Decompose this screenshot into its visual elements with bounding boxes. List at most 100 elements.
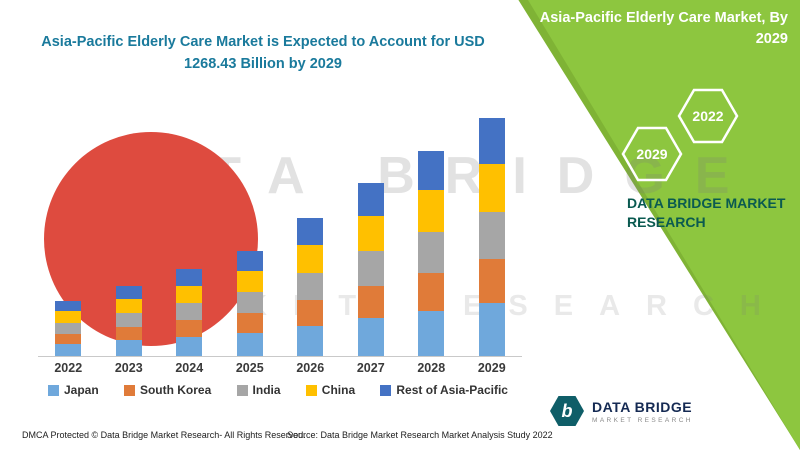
year-label-2026: 2026 [296,361,325,375]
legend-swatch-rest-of-asia-pacific [380,384,392,396]
legend-item-rest-of-asia-pacific: Rest of Asia-Pacific [380,383,508,397]
year-labels: 2022 2023 2024 2025 2026 2027 2028 2029 [38,361,522,375]
legend-swatch-japan [48,384,59,396]
bar-segment-china [176,285,203,304]
databridge-logo-icon: b [550,396,584,426]
bar-segment-japan [297,325,324,356]
bar-segment-japan [55,343,82,356]
report-title-line2: 2029 [755,31,788,48]
year-label-2024: 2024 [175,361,204,375]
bar-segment-south-korea [236,313,263,333]
bar-segment-rest-of-asia-pacific [357,183,384,217]
logo-letter: b [561,400,573,421]
logo-name: DATA BRIDGE [592,398,693,415]
bar-segment-rest-of-asia-pacific [176,268,203,286]
bar-segment-south-korea [357,285,384,318]
bar-segment-india [55,322,82,334]
bar-column-2024 [159,268,220,356]
bar-column-2027 [341,183,402,356]
bar-segment-china [418,190,445,232]
legend-item-china: China [305,383,356,397]
legend-item-south-korea: South Korea [123,383,212,397]
bar-segment-south-korea [418,272,445,311]
bar-segment-south-korea [176,320,203,337]
year-label-2023: 2023 [114,361,143,375]
legend-label-japan: Japan [64,383,99,397]
brand-text: DATA BRIDGE MARKET RESEARCH [627,195,786,230]
year-label-2028: 2028 [417,361,446,375]
year-label-2027: 2027 [356,361,385,375]
bar-segment-rest-of-asia-pacific [478,118,505,164]
logo-text-block: DATA BRIDGE MARKET RESEARCH [592,399,693,424]
bar-segment-japan [176,336,203,356]
legend-item-india: India [236,383,281,397]
bar-segment-china [115,299,142,314]
legend-swatch-china [305,384,317,396]
bar-segment-rest-of-asia-pacific [236,250,263,271]
stacked-bar-2025 [236,250,263,356]
legend-label-rest-of-asia-pacific: Rest of Asia-Pacific [396,383,508,397]
hexagon-2029: 2029 [621,126,683,182]
bar-segment-south-korea [55,333,82,344]
legend-label-south-korea: South Korea [139,383,212,397]
logo-subtext: MARKET RESEARCH [592,416,693,424]
bar-column-2026 [280,218,341,356]
bar-segment-south-korea [115,327,142,341]
bar-segment-japan [357,317,384,356]
bar-segment-japan [236,332,263,356]
hexagon-2022-label: 2022 [692,108,723,124]
bar-column-2029 [462,118,523,356]
chart-title-line2: 1268.43 Billion by 2029 [184,55,342,72]
bar-segment-rest-of-asia-pacific [55,300,82,312]
stacked-bar-2026 [297,218,324,356]
bar-segment-china [357,216,384,252]
bar-column-2022 [38,300,99,356]
legend: Japan South Korea India China Rest of Asia-P… [48,383,508,397]
legend-swatch-south-korea [123,384,135,396]
stacked-bar-2027 [357,183,384,356]
hexagon-2029-label: 2029 [636,146,667,162]
bar-segment-rest-of-asia-pacific [297,218,324,245]
legend-swatch-india [236,384,248,396]
bar-segment-india [176,303,203,321]
bar-segment-china [297,244,324,273]
bar-segment-south-korea [297,299,324,326]
bar-column-2028 [401,151,462,356]
stacked-bar-2028 [418,151,445,356]
stacked-bar-2029 [478,118,505,356]
report-title: Asia-Pacific Elderly Care Market, By 202… [530,8,792,50]
year-hexagons-graphic: 2022 2029 [621,88,739,182]
year-label-2022: 2022 [54,361,83,375]
stacked-bar-2024 [176,268,203,356]
bar-segment-india [418,231,445,273]
dmca-notice: DMCA Protected © Data Bridge Market Rese… [22,430,306,440]
bar-segment-china [55,311,82,323]
bar-segment-rest-of-asia-pacific [115,285,142,300]
legend-label-china: China [321,383,356,397]
chart-title: Asia-Pacific Elderly Care Market is Expe… [28,32,498,76]
bar-column-2025 [220,250,281,356]
bar-segment-india [236,292,263,314]
legend-item-japan: Japan [48,383,99,397]
stacked-bar-2022 [55,300,82,356]
bar-segment-china [478,163,505,212]
bar-segment-india [115,313,142,328]
bar-segment-japan [418,310,445,356]
stacked-bar-2023 [115,285,142,356]
bar-segment-india [357,251,384,286]
databridge-logo: b DATA BRIDGE MARKET RESEARCH [550,396,693,426]
bar-segment-rest-of-asia-pacific [418,151,445,191]
chart-title-line1: Asia-Pacific Elderly Care Market is Expe… [41,34,485,50]
source-note: Source: Data Bridge Market Research Mark… [287,430,553,440]
year-label-2029: 2029 [477,361,506,375]
hexagon-2022: 2022 [677,88,739,144]
bar-segment-japan [478,303,505,356]
report-title-line1: Asia-Pacific Elderly Care Market, By [539,10,788,26]
bar-column-2023 [99,285,160,356]
bar-segment-japan [115,340,142,356]
bar-chart [38,108,522,357]
legend-label-india: India [252,383,281,397]
bar-segment-india [478,211,505,259]
bar-segment-india [297,272,324,300]
